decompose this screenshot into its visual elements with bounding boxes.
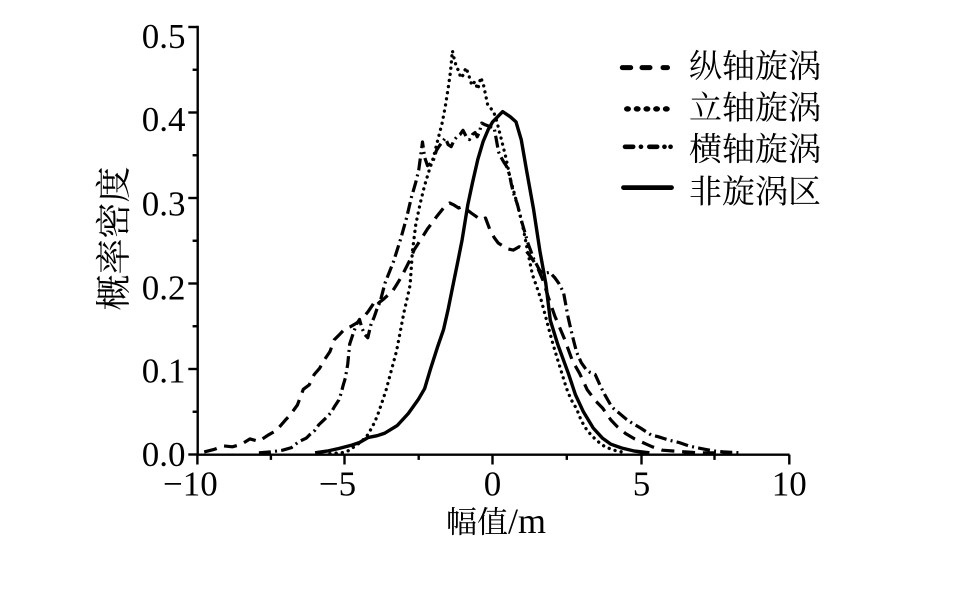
svg-text:0: 0 (484, 464, 502, 503)
svg-text:0.1: 0.1 (142, 352, 186, 391)
svg-text:0.2: 0.2 (142, 268, 186, 307)
svg-text:0.4: 0.4 (142, 100, 186, 139)
svg-text:−5: −5 (319, 464, 356, 503)
svg-text:0.0: 0.0 (142, 435, 186, 474)
svg-text:10: 10 (772, 464, 807, 503)
svg-text:5: 5 (633, 464, 651, 503)
svg-text:0.5: 0.5 (142, 17, 186, 56)
svg-text:/m: /m (508, 501, 546, 541)
svg-text:0.3: 0.3 (142, 185, 186, 224)
svg-text:−10: −10 (163, 464, 218, 503)
